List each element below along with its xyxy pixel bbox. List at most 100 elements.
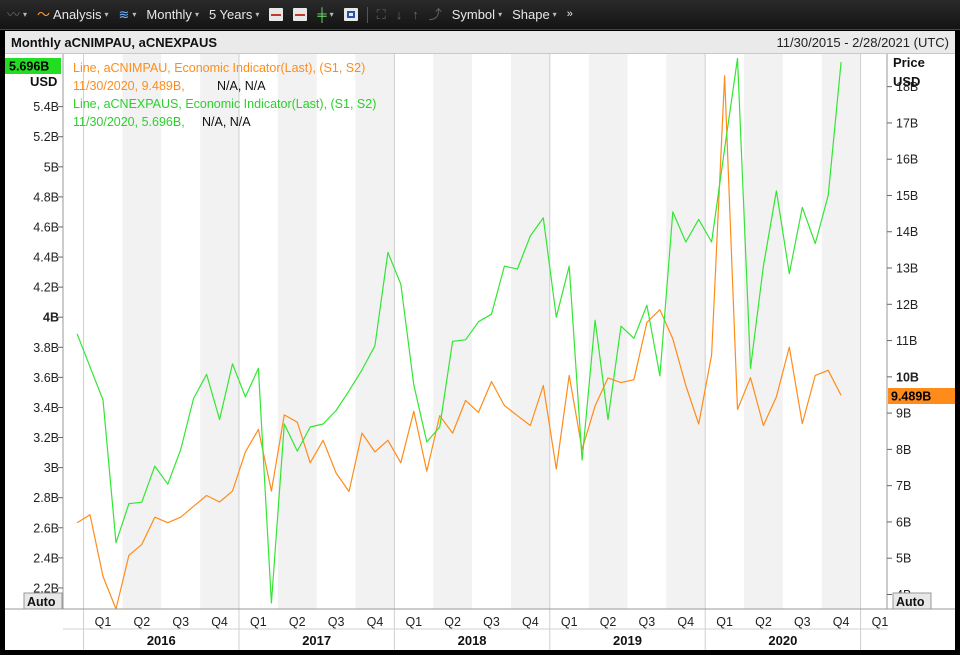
imports-last-value: 9.489B	[891, 390, 931, 404]
chevron-down-icon: ▾	[255, 10, 260, 19]
quarter-shade	[200, 54, 239, 609]
right-axis-tick-label: 16B	[896, 153, 918, 167]
quarter-tick-label: Q2	[755, 615, 772, 629]
quarter-tick-label: Q4	[211, 615, 228, 629]
right-axis-tick-label: 13B	[896, 262, 918, 276]
left-axis-tick-label: 3.4B	[33, 401, 59, 415]
interval-label: Monthly	[146, 7, 192, 22]
arrow-up-button[interactable]: ↑	[409, 8, 422, 21]
quarter-shade	[744, 54, 783, 609]
left-axis-tick-label: 2.6B	[33, 521, 59, 535]
quarter-tick-label: Q2	[444, 615, 461, 629]
interval-menu[interactable]: Monthly ▾	[143, 7, 202, 22]
quarter-shade	[277, 54, 317, 609]
left-axis-tick-label: 3B	[44, 461, 59, 475]
chart-svg[interactable]: Q1 Q2 Q3 Q4 Q1 Q2 Q3 Q4 Q1 Q2 Q3 Q4 Q1 Q2 Q3 Q4 Q1 Q2 Q3 Q4…	[5, 31, 955, 650]
left-axis-tick-label: 4.8B	[33, 190, 59, 204]
quarter-tick-label: Q4	[833, 615, 850, 629]
quarter-shade	[433, 54, 473, 609]
year-tick-label: 2017	[302, 633, 331, 648]
shape-label: Shape	[512, 7, 550, 22]
exports-last-value-marker	[5, 58, 61, 74]
template-button[interactable]	[341, 8, 361, 21]
template-icon	[343, 8, 358, 21]
left-axis-unit: USD	[30, 74, 57, 89]
year-tick-label: 2016	[147, 633, 176, 648]
compare-icon	[293, 8, 308, 21]
draw-tool-icon: ⤴	[428, 7, 442, 22]
line-style-menu[interactable]: 〰 ▾	[4, 8, 30, 21]
chart-title: Monthly aCNIMPAU, aCNEXPAUS	[11, 35, 218, 50]
quarter-tick-label: Q4	[522, 615, 539, 629]
quarter-shade	[510, 54, 550, 609]
chart-type-button[interactable]	[266, 8, 286, 21]
exports-last-value: 5.696B	[9, 60, 49, 74]
legend-imports-value: 11/30/2020, 9.489B,	[73, 79, 185, 93]
right-axis-title: Price	[893, 55, 925, 70]
left-axis-tick-label: 5.4B	[33, 100, 59, 114]
left-axis-tick-label: 4B	[43, 311, 59, 325]
right-axis-tick-label: 7B	[896, 479, 911, 493]
right-axis-tick-label: 10B	[896, 370, 919, 384]
analysis-icon: 〜	[37, 7, 51, 22]
quarter-tick-label: Q2	[134, 615, 151, 629]
series-line-acnimpau	[76, 75, 842, 610]
left-axis-tick-label: 5B	[44, 160, 59, 174]
year-tick-label: 2020	[768, 633, 797, 648]
legend-exports-value: 11/30/2020, 5.696B,	[73, 115, 185, 129]
chart-header: Monthly aCNIMPAU, aCNEXPAUS 11/30/2015 -…	[5, 31, 955, 54]
legend-exports-line: Line, aCNEXPAUS, Economic Indicator(Last…	[73, 97, 376, 111]
chevron-down-icon: ▾	[104, 10, 109, 19]
right-axis-tick-label: 8B	[896, 443, 911, 457]
right-axis-tick-label: 14B	[896, 225, 918, 239]
analysis-menu[interactable]: 〜 Analysis ▾	[34, 7, 111, 22]
right-axis-unit: USD	[893, 74, 920, 89]
arrow-down-icon: ↓	[395, 7, 403, 22]
crosshair-icon: ╪	[317, 7, 327, 22]
range-menu[interactable]: 5 Years ▾	[206, 7, 262, 22]
quarter-tick-label: Q2	[600, 615, 617, 629]
right-axis-tick-label: 11B	[896, 334, 917, 348]
right-axis-tick-label: 12B	[896, 298, 918, 312]
right-axis-tick-label: 15B	[896, 189, 918, 203]
right-auto-label: Auto	[896, 595, 925, 609]
quarter-shade	[355, 54, 395, 609]
zoom-icon: ⛶	[376, 7, 386, 22]
double-chevron-down-icon: »	[566, 8, 573, 20]
zoom-button[interactable]: ⛶	[374, 8, 389, 21]
quarter-tick-label: Q3	[328, 615, 345, 629]
left-axis-tick-label: 3.8B	[33, 341, 59, 355]
arrow-down-button[interactable]: ↓	[393, 8, 406, 21]
right-auto-scale-button[interactable]	[892, 592, 932, 610]
left-axis-tick-label: 3.6B	[33, 371, 59, 385]
left-axis-tick-label: 4.6B	[33, 220, 59, 234]
left-axis-tick-label: 5.2B	[33, 130, 59, 144]
more-button[interactable]: »	[564, 8, 576, 21]
right-axis-tick-label: 5B	[896, 552, 911, 566]
date-range: 11/30/2015 - 2/28/2021 (UTC)	[776, 35, 949, 50]
symbol-menu[interactable]: Symbol ▾	[449, 7, 505, 22]
legend: Line, aCNIMPAU, Economic Indicator(Last)…	[73, 61, 376, 129]
quarter-tick-label: Q3	[483, 615, 500, 629]
left-auto-label: Auto	[27, 595, 56, 609]
quarter-tick-label: Q1	[95, 615, 112, 629]
left-auto-scale-button[interactable]	[23, 592, 63, 610]
left-axis-tick-label: 2.8B	[33, 491, 59, 505]
crosshair-button[interactable]: ╪ ▾	[314, 8, 336, 21]
arrow-up-icon: ↑	[412, 7, 419, 22]
compare-button[interactable]	[290, 8, 310, 21]
year-tick-label: 2018	[458, 633, 487, 648]
chevron-down-icon: ▾	[329, 10, 334, 19]
shape-menu[interactable]: Shape ▾	[509, 7, 560, 22]
right-axis-tick-label: 17B	[896, 116, 918, 130]
studies-menu[interactable]: ≋ ▾	[115, 8, 139, 21]
quarter-shade	[821, 54, 861, 609]
right-axis-tick-label: 6B	[896, 515, 911, 529]
draw-tool-button[interactable]: ⤴	[426, 8, 445, 21]
quarter-tick-label: Q4	[677, 615, 694, 629]
symbol-label: Symbol	[451, 7, 496, 22]
quarter-tick-label: Q1	[405, 615, 422, 629]
analysis-label: Analysis	[53, 7, 102, 22]
chart-type-icon	[269, 8, 284, 21]
chart-panel: Monthly aCNIMPAU, aCNEXPAUS 11/30/2015 -…	[5, 31, 955, 650]
